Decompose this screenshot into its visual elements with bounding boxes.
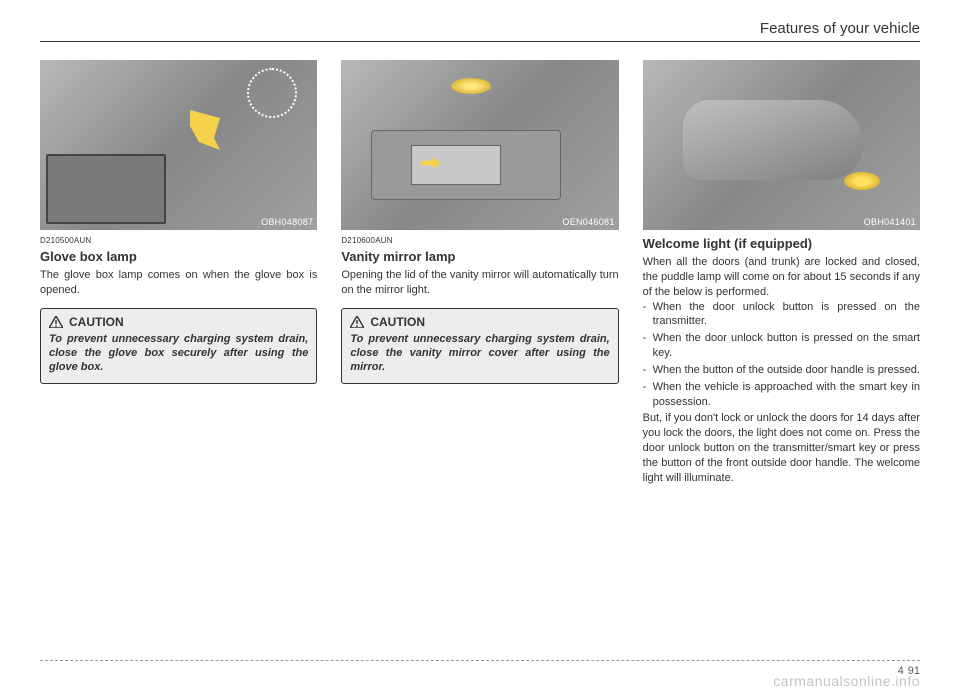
list-item: When the door unlock button is pressed o… — [643, 300, 920, 330]
body-paragraph: Opening the lid of the vanity mirror wil… — [341, 268, 618, 298]
side-mirror-shape — [683, 100, 863, 180]
caution-body: To prevent unnecessary charging system d… — [49, 332, 308, 375]
figure-inset — [46, 154, 166, 224]
column-1: OBH048087 D210500AUN Glove box lamp The … — [40, 60, 317, 496]
warning-triangle-icon — [350, 316, 364, 328]
figure-label: OBH041401 — [864, 217, 916, 227]
page-header: Features of your vehicle — [40, 20, 920, 42]
subheading: Glove box lamp — [40, 249, 317, 264]
subheading: Vanity mirror lamp — [341, 249, 618, 264]
caution-heading: CAUTION — [350, 315, 609, 329]
list-item: When the button of the outside door hand… — [643, 363, 920, 378]
page: Features of your vehicle OBH048087 D2105… — [0, 0, 960, 689]
figure-label: OBH048087 — [261, 217, 313, 227]
outro-paragraph: But, if you don't lock or unlock the doo… — [643, 411, 920, 485]
watermark: carmanualsonline.info — [773, 673, 920, 689]
condition-list: When the door unlock button is pressed o… — [643, 300, 920, 410]
caution-body: To prevent unnecessary charging system d… — [350, 332, 609, 375]
section-title: Features of your vehicle — [760, 20, 920, 37]
list-item: When the door unlock button is pressed o… — [643, 331, 920, 361]
body-container: When all the doors (and trunk) are locke… — [643, 255, 920, 486]
caution-heading: CAUTION — [49, 315, 308, 329]
list-item: When the vehicle is approached with the … — [643, 380, 920, 410]
arrow-down-icon — [190, 110, 220, 150]
subheading: Welcome light (if equipped) — [643, 236, 920, 251]
figure-label: OEN046081 — [562, 217, 614, 227]
intro-paragraph: When all the doors (and trunk) are locke… — [643, 255, 920, 300]
figure-vanity-mirror: OEN046081 — [341, 60, 618, 230]
lamp-glow-icon — [451, 78, 491, 94]
figure-glove-box: OBH048087 — [40, 60, 317, 230]
warning-triangle-icon — [49, 316, 63, 328]
caution-title-text: CAUTION — [69, 315, 124, 329]
section-code: D210600AUN — [341, 236, 618, 245]
figure-welcome-light: OBH041401 — [643, 60, 920, 230]
puddle-lamp-icon — [844, 172, 880, 190]
body-paragraph: The glove box lamp comes on when the glo… — [40, 268, 317, 298]
content-columns: OBH048087 D210500AUN Glove box lamp The … — [40, 60, 920, 496]
column-2: OEN046081 D210600AUN Vanity mirror lamp … — [341, 60, 618, 496]
caution-box: CAUTION To prevent unnecessary charging … — [40, 308, 317, 384]
caution-box: CAUTION To prevent unnecessary charging … — [341, 308, 618, 384]
highlight-circle-icon — [247, 68, 297, 118]
section-code: D210500AUN — [40, 236, 317, 245]
caution-title-text: CAUTION — [370, 315, 425, 329]
column-3: OBH041401 Welcome light (if equipped) Wh… — [643, 60, 920, 496]
